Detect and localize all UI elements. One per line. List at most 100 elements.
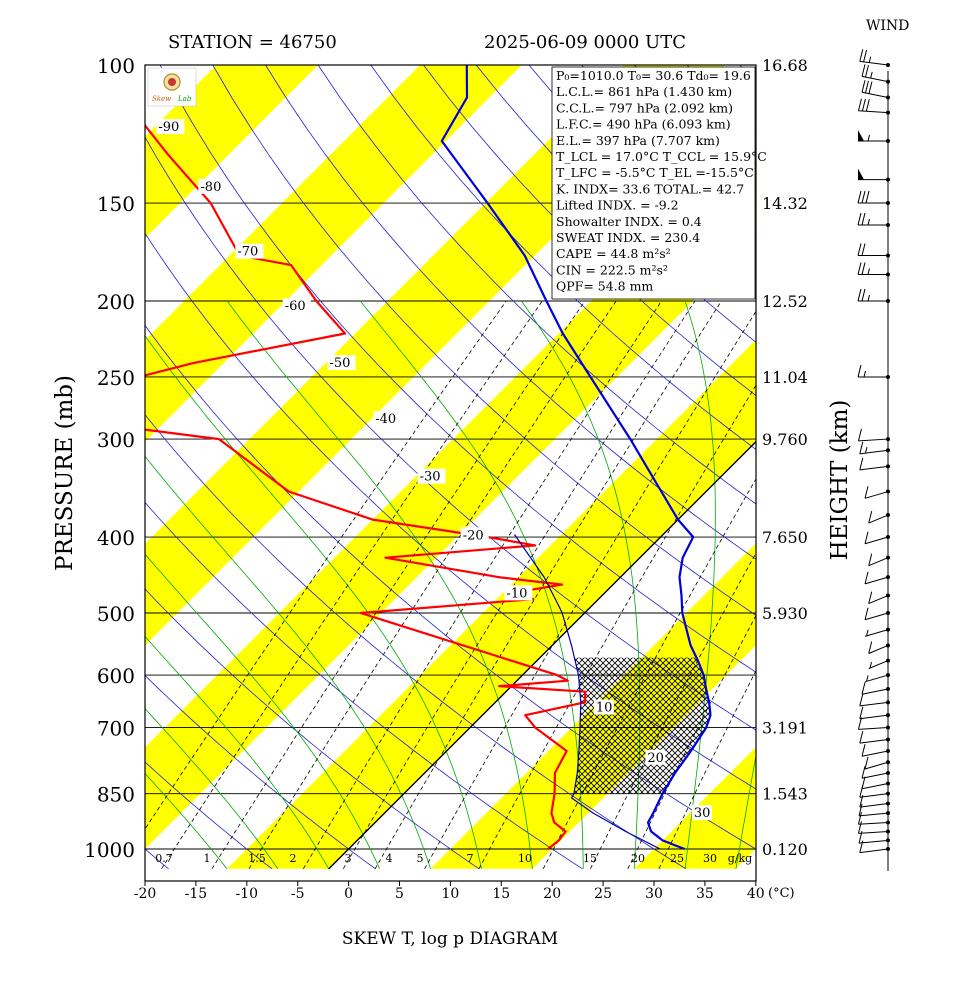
mixing-ratio-line — [424, 310, 756, 869]
mixing-ratio-line — [374, 300, 722, 870]
temperature-tick-label: 10 — [441, 886, 459, 902]
wind-barb-shaft — [868, 660, 889, 670]
wind-barb — [868, 553, 890, 567]
isotherm-band — [227, 339, 756, 869]
wind-barb-full — [857, 821, 862, 834]
index-lifted: Lifted INDX. = -9.2 — [556, 198, 679, 213]
isotherm-label-bg — [417, 468, 446, 484]
dry-adiabat — [145, 588, 480, 870]
dry-adiabat — [265, 65, 756, 560]
isotherm-label: -60 — [285, 299, 306, 314]
temperature-tick-label: -20 — [134, 886, 157, 902]
wind-barb — [857, 288, 890, 304]
wind-barb — [857, 428, 890, 442]
isotherm-band — [145, 65, 319, 239]
index-ccl: C.C.L.= 797 hPa (2.092 km) — [556, 100, 733, 115]
wind-barb-shaft — [861, 75, 889, 83]
wind-barb-full — [864, 607, 869, 620]
temperature-tick-label: -10 — [236, 886, 259, 902]
wind-barb-shaft — [868, 514, 889, 524]
dry-adiabat — [317, 65, 756, 505]
mixing-ratio-label: 30 — [703, 852, 717, 865]
wind-barb — [858, 129, 890, 143]
cape-hatch — [573, 657, 711, 794]
wind-barb-full — [864, 80, 869, 94]
indices-box: P₀=1010.0 T₀= 30.6 Td₀= 19.6L.C.L.= 861 … — [551, 66, 767, 300]
isotherm-label: -10 — [506, 586, 527, 601]
moist-adiabat — [226, 300, 533, 869]
dry-adiabat — [370, 65, 756, 450]
wind-barb-half — [867, 268, 870, 275]
temperature-tick-label: 35 — [696, 886, 714, 902]
mixing-ratio-line — [302, 300, 662, 870]
svg-text:Lab: Lab — [177, 95, 192, 103]
index-cin: CIN = 222.5 m²s² — [556, 262, 668, 277]
mixing-ratio-line — [627, 614, 756, 869]
mixing-ratio-label: 7 — [467, 852, 474, 865]
mixing-ratio-line — [161, 300, 543, 870]
wind-barb-full — [857, 262, 862, 275]
isotherm-label-bg — [156, 119, 185, 135]
isotherm-label-bg — [235, 243, 264, 259]
wind-barb-full — [857, 190, 862, 204]
index-t-lfc-el: T_LFC = -5.5°C T_EL =-15.5°C — [556, 165, 754, 180]
pressure-tick-label: 200 — [97, 290, 135, 314]
wind-barb — [857, 717, 890, 730]
wind-barb-full — [857, 812, 862, 825]
dry-adiabat — [145, 414, 687, 870]
height-tick-label: 12.52 — [762, 292, 808, 311]
mixing-ratio-label: 3 — [345, 852, 352, 865]
datetime-title: 2025-06-09 0000 UTC — [484, 32, 686, 53]
wind-barb-half — [867, 218, 870, 226]
isotherm-label-bg — [460, 527, 489, 543]
wind-barb-full — [859, 693, 864, 707]
dry-adiabat — [145, 848, 169, 870]
wind-barb — [857, 98, 890, 115]
wind-barb-full — [864, 486, 869, 499]
pressure-tick-label: 850 — [97, 783, 135, 807]
pressure-tick-label: 500 — [97, 602, 135, 626]
wind-barb-shaft — [864, 629, 889, 637]
dry-adiabat — [159, 65, 756, 673]
pressure-tick-labels: 100 150 200 250 300 400 500 600 700 850 1000 — [84, 54, 135, 862]
wind-barb — [868, 641, 890, 654]
isotherm-label: 10 — [596, 701, 613, 716]
wind-barb-full — [868, 591, 873, 604]
wind-barb-shaft — [868, 595, 889, 605]
wind-barb — [859, 840, 890, 854]
moist-adiabat — [145, 455, 431, 869]
index-lcl: L.C.L.= 861 hPa (1.430 km) — [556, 84, 732, 99]
index-qpf: QPF= 54.8 mm — [556, 279, 653, 294]
mixing-ratio-line — [478, 384, 756, 869]
isotherm-label-bg — [593, 699, 614, 715]
wind-barb-shaft — [864, 612, 889, 621]
pressure-tick-label: 300 — [97, 428, 135, 452]
wind-barb-full — [857, 243, 862, 256]
wind-barb — [864, 486, 890, 499]
wind-barb — [864, 607, 890, 621]
wind-barb-flag — [858, 129, 864, 141]
moist-adiabat — [145, 553, 381, 869]
wind-barb — [861, 80, 890, 100]
wind-barb-full — [868, 510, 873, 524]
isotherm-labels: -90 -80 -70 -60 -50 -40 -30 -20 -10 10 20 30 — [156, 119, 712, 821]
index-el: E.L.= 397 hPa (7.707 km) — [556, 133, 720, 148]
mixing-ratio-label: 1.5 — [248, 852, 266, 865]
temperature-tick-label: 40 — [747, 886, 765, 902]
wind-barb — [864, 571, 890, 585]
footer-title: SKEW T, log p DIAGRAM — [342, 929, 558, 949]
isotherm-label-bg — [327, 355, 356, 371]
isotherm-zero-line — [328, 440, 756, 870]
temperature-tick-label: 15 — [492, 886, 510, 902]
wind-barb — [864, 627, 890, 637]
mixing-ratio-line — [145, 300, 507, 830]
height-tick-label: 7.650 — [762, 528, 808, 547]
wind-barb-half — [863, 370, 866, 378]
wind-barb — [859, 693, 890, 707]
mixing-ratio-label: 1 — [204, 852, 211, 865]
wind-barb-full — [859, 706, 864, 719]
height-tick-label: 9.760 — [762, 430, 808, 449]
wind-barb-shaft — [864, 576, 889, 585]
wind-barb-full — [864, 756, 869, 770]
